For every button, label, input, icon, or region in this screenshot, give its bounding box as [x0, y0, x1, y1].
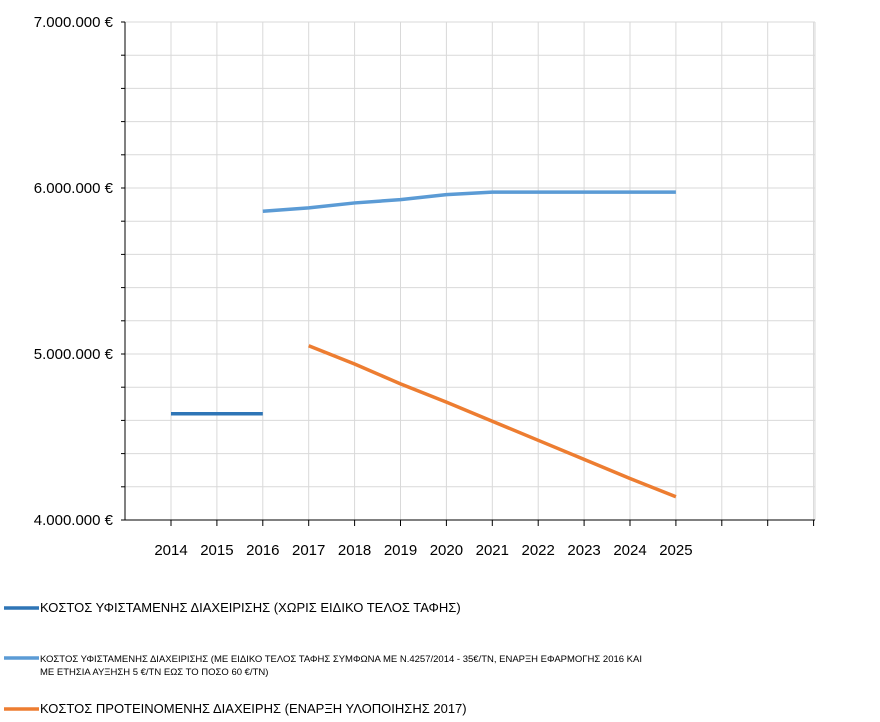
x-tick-label: 2025 [659, 542, 692, 559]
axes [121, 21, 815, 526]
gridlines [125, 21, 816, 521]
series-line-3 [308, 344, 677, 499]
y-tick-label: 7.000.000 € [34, 14, 114, 31]
x-tick-label: 2021 [476, 542, 509, 559]
x-tick-label: 2020 [430, 542, 463, 559]
y-tick-label: 5.000.000 € [34, 346, 114, 363]
x-tick-label: 2014 [154, 542, 187, 559]
x-tick-label: 2018 [338, 542, 371, 559]
x-axis-tick-labels: 2014 2015 2016 2017 2018 2019 2020 2021 2022 2023… [154, 542, 692, 559]
legend-label-1: ΚΟΣΤΟΣ ΥΦΙΣΤΑΜΕΝΗΣ ΔΙΑΧΕΙΡΙΣΗΣ (ΧΩΡΙΣ ΕΙ… [40, 600, 461, 615]
legend-label-2: ΚΟΣΤΟΣ ΥΦΙΣΤΑΜΕΝΗΣ ΔΙΑΧΕΙΡΙΣΗΣ (ΜΕ ΕΙΔΙΚ… [40, 654, 642, 665]
x-tick-label: 2015 [200, 542, 233, 559]
y-tick-label: 4.000.000 € [34, 512, 114, 529]
legend-label-2: ΜΕ ΕΤΗΣΙΑ ΑΥΞΗΣΗ 5 €/ΤΝ ΕΩΣ ΤΟ ΠΟΣΟ 60 €… [40, 667, 268, 678]
x-tick-label: 2016 [246, 542, 279, 559]
y-tick-label: 6.000.000 € [34, 180, 114, 197]
x-tick-label: 2019 [384, 542, 417, 559]
legend: ΚΟΣΤΟΣ ΥΦΙΣΤΑΜΕΝΗΣ ΔΙΑΧΕΙΡΙΣΗΣ (ΧΩΡΙΣ ΕΙ… [4, 600, 642, 716]
y-axis-tick-labels: 4.000.000 € 5.000.000 € 6.000.000 € 7.000.0… [34, 14, 114, 529]
x-tick-label: 2017 [292, 542, 325, 559]
series-line-2 [262, 190, 676, 213]
x-tick-label: 2023 [567, 542, 600, 559]
x-tick-label: 2024 [613, 542, 646, 559]
legend-label-3: ΚΟΣΤΟΣ ΠΡΟΤΕΙΝΟΜΕΝΗΣ ΔΙΑΧΕΙΡΗΣ (ΕΝΑΡΞΗ Υ… [40, 701, 467, 716]
x-tick-label: 2022 [522, 542, 555, 559]
series-lines [171, 190, 677, 499]
